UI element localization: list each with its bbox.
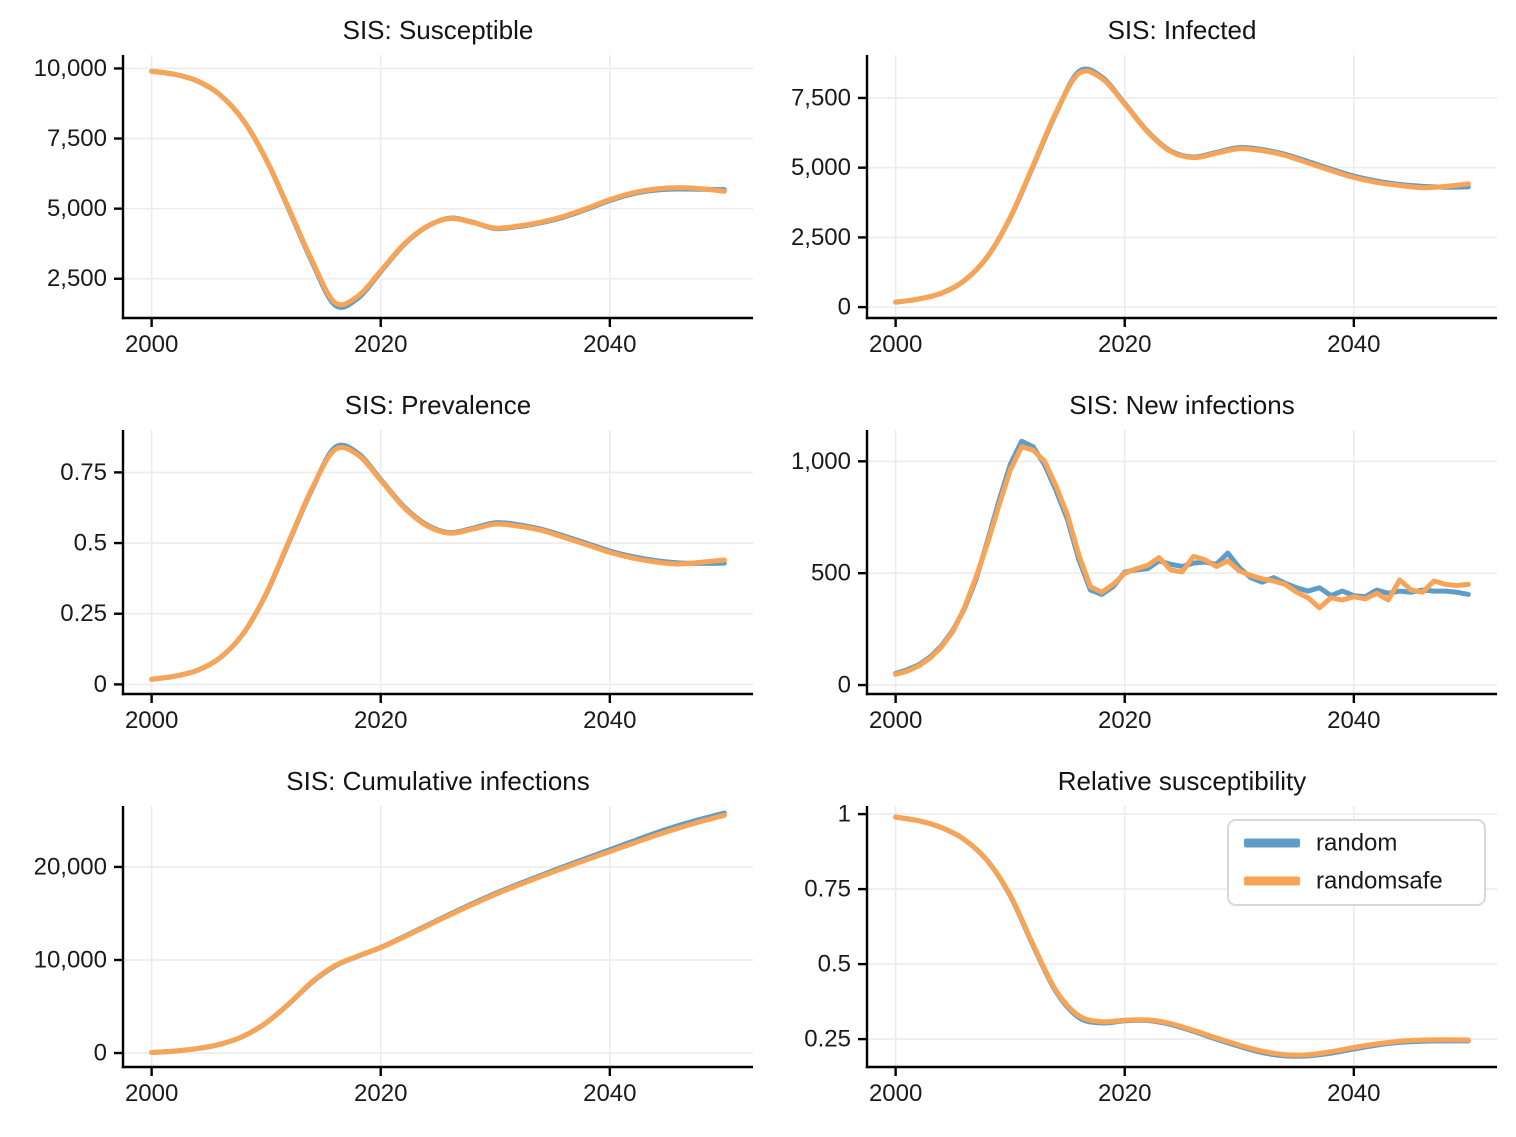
panel-title: Relative susceptibility bbox=[1058, 766, 1307, 796]
panel-cumulative-infections: 2000 2020 2040 0 10,000 20,000 SIS: Cumulative… bbox=[34, 766, 753, 1107]
y-tick-label: 7,500 bbox=[791, 84, 851, 111]
panel-relative-susceptibility: 2000 2020 2040 0.25 0.5 0.75 1 Relative suscept… bbox=[804, 766, 1497, 1107]
panel-title: SIS: Prevalence bbox=[345, 390, 531, 420]
x-tick-label: 2020 bbox=[354, 707, 407, 734]
x-tick-label: 2020 bbox=[1098, 1080, 1151, 1107]
x-tick-label: 2000 bbox=[869, 1080, 922, 1107]
x-tick-label: 2000 bbox=[125, 707, 178, 734]
x-tick-label: 2000 bbox=[125, 1080, 178, 1107]
y-tick-label: 5,000 bbox=[791, 154, 851, 181]
y-tick-label: 2,500 bbox=[791, 224, 851, 251]
y-tick-label: 0.25 bbox=[60, 600, 107, 627]
y-tick-label: 0.75 bbox=[804, 876, 851, 903]
y-tick-label: 0.75 bbox=[60, 459, 107, 486]
y-tick-label: 1 bbox=[838, 801, 851, 828]
y-tick-label: 10,000 bbox=[34, 55, 107, 82]
y-tick-label: 0 bbox=[838, 672, 851, 699]
panel-title: SIS: Infected bbox=[1108, 15, 1257, 45]
x-tick-label: 2000 bbox=[869, 707, 922, 734]
x-tick-label: 2040 bbox=[1327, 1080, 1380, 1107]
y-tick-label: 0 bbox=[94, 671, 107, 698]
x-tick-label: 2020 bbox=[354, 1080, 407, 1107]
y-tick-label: 20,000 bbox=[34, 853, 107, 880]
panel-infected: 2000 2020 2040 0 2,500 5,000 7,500 SIS: Infecte… bbox=[791, 15, 1497, 358]
y-tick-label: 0.5 bbox=[74, 530, 107, 557]
panel-title: SIS: Cumulative infections bbox=[286, 766, 589, 796]
panel-title: SIS: Susceptible bbox=[343, 15, 534, 45]
legend-swatch-random bbox=[1244, 838, 1300, 848]
x-tick-label: 2040 bbox=[583, 331, 636, 358]
y-tick-label: 0 bbox=[838, 294, 851, 321]
y-tick-label: 5,000 bbox=[47, 195, 107, 222]
panel-title: SIS: New infections bbox=[1069, 390, 1294, 420]
legend-label-random: random bbox=[1316, 830, 1397, 857]
series-line-randomsafe bbox=[149, 68, 727, 308]
y-tick-label: 1,000 bbox=[791, 448, 851, 475]
legend: random randomsafe bbox=[1227, 819, 1486, 906]
legend-label-randomsafe: randomsafe bbox=[1316, 868, 1443, 895]
x-tick-label: 2040 bbox=[583, 1080, 636, 1107]
y-tick-label: 0.25 bbox=[804, 1026, 851, 1053]
x-tick-label: 2040 bbox=[1327, 707, 1380, 734]
y-tick-label: 7,500 bbox=[47, 125, 107, 152]
series-line-randomsafe bbox=[149, 445, 727, 682]
y-tick-label: 0 bbox=[94, 1040, 107, 1067]
y-tick-label: 500 bbox=[811, 560, 851, 587]
series-line-randomsafe bbox=[893, 444, 1471, 677]
x-tick-label: 2000 bbox=[125, 331, 178, 358]
legend-swatch-randomsafe bbox=[1244, 876, 1300, 886]
series-line-randomsafe bbox=[893, 814, 1471, 1058]
x-tick-label: 2040 bbox=[583, 707, 636, 734]
panel-susceptible: 2000 2020 2040 2,500 5,000 7,500 10,000 SIS: Su… bbox=[34, 15, 753, 358]
series-line-randomsafe bbox=[149, 812, 727, 1055]
y-tick-label: 2,500 bbox=[47, 265, 107, 292]
x-tick-label: 2040 bbox=[1327, 331, 1380, 358]
x-tick-label: 2020 bbox=[354, 331, 407, 358]
y-tick-label: 0.5 bbox=[818, 951, 851, 978]
panel-prevalence: 2000 2020 2040 0 0.25 0.5 0.75 SIS: Prevalence bbox=[60, 390, 753, 734]
x-tick-label: 2020 bbox=[1098, 331, 1151, 358]
y-tick-label: 10,000 bbox=[34, 946, 107, 973]
x-tick-label: 2000 bbox=[869, 331, 922, 358]
x-tick-label: 2020 bbox=[1098, 707, 1151, 734]
series-line-randomsafe bbox=[893, 68, 1471, 305]
panel-new-infections: 2000 2020 2040 0 500 1,000 SIS: New infections bbox=[791, 390, 1497, 734]
